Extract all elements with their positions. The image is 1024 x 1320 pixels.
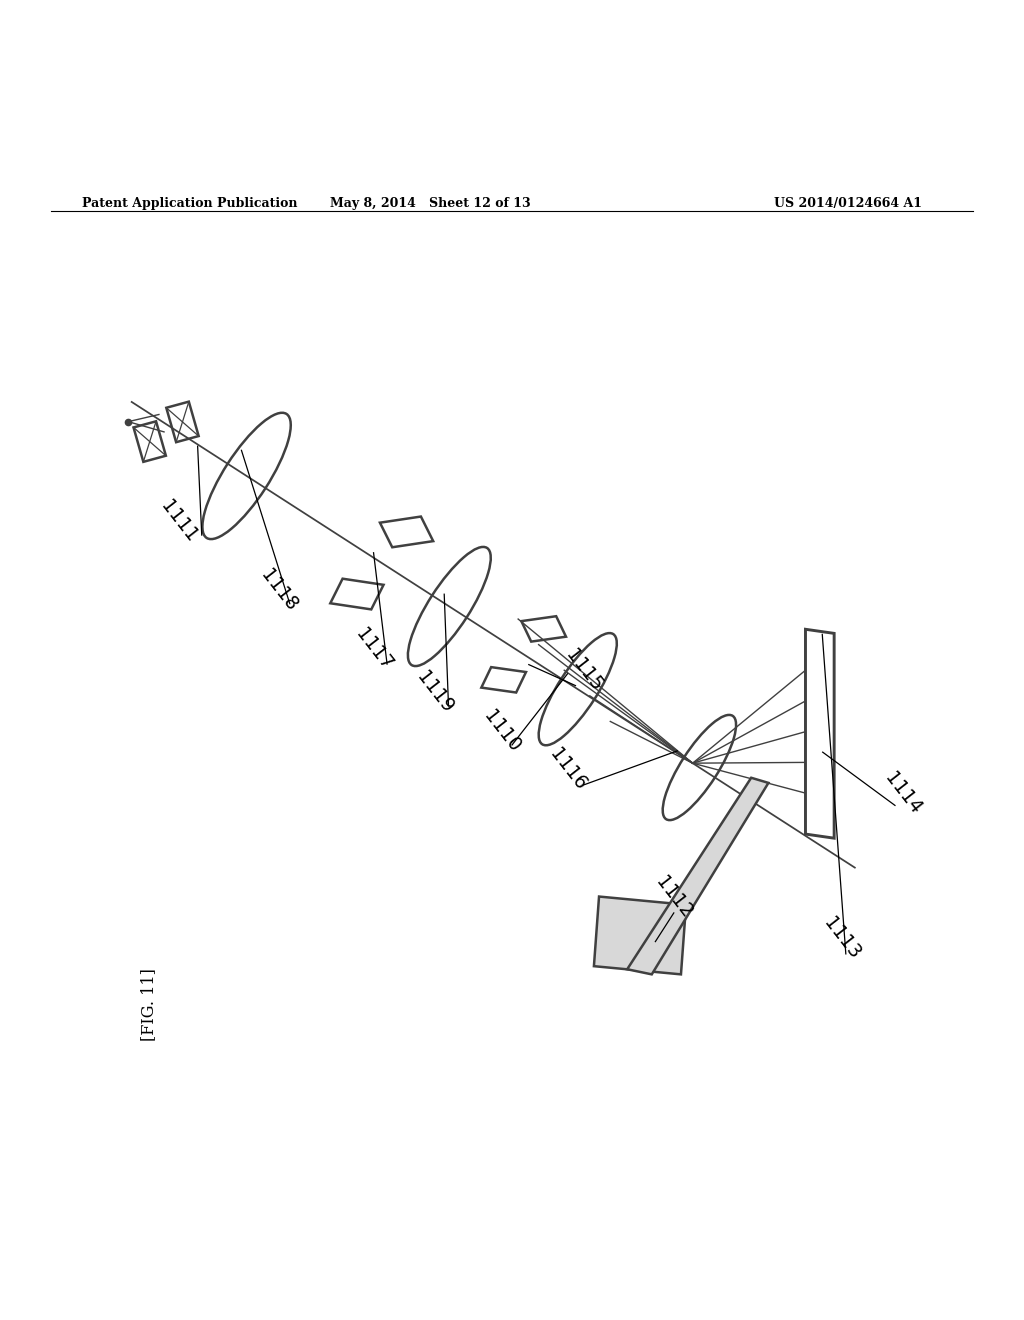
Text: [FIG. 11]: [FIG. 11] — [140, 968, 157, 1041]
Text: 1113: 1113 — [819, 913, 864, 964]
Text: US 2014/0124664 A1: US 2014/0124664 A1 — [773, 197, 922, 210]
Text: 1114: 1114 — [881, 768, 926, 817]
Text: 1116: 1116 — [546, 744, 591, 795]
Text: May 8, 2014   Sheet 12 of 13: May 8, 2014 Sheet 12 of 13 — [330, 197, 530, 210]
Text: 1118: 1118 — [256, 566, 301, 615]
Text: 1119: 1119 — [413, 668, 458, 717]
Polygon shape — [806, 630, 835, 838]
Text: 1112: 1112 — [651, 873, 696, 923]
Text: Patent Application Publication: Patent Application Publication — [82, 197, 297, 210]
Text: 1111: 1111 — [157, 498, 202, 546]
Text: 1110: 1110 — [479, 708, 524, 756]
Text: 1117: 1117 — [351, 626, 396, 675]
Polygon shape — [627, 777, 768, 974]
Polygon shape — [594, 896, 686, 974]
Text: 1115: 1115 — [561, 645, 606, 694]
